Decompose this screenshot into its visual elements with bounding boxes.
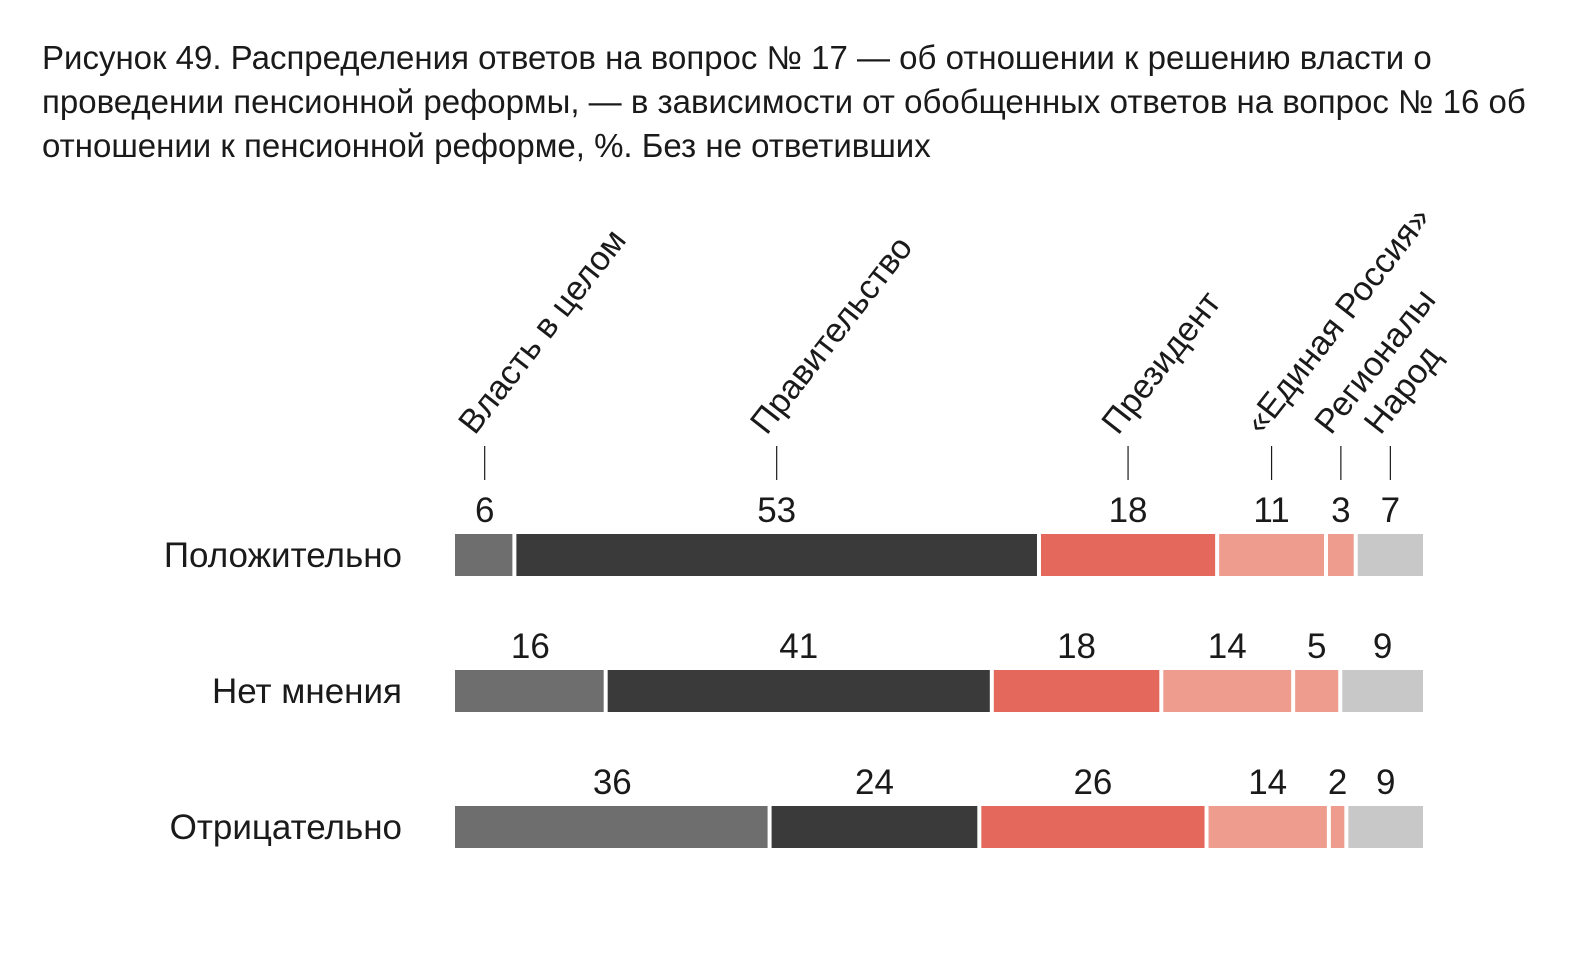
bar-segment-правительство — [771, 806, 978, 848]
bar-segment-единая-россия — [1219, 534, 1325, 576]
bar-segment-регионалы — [1328, 534, 1354, 576]
bar-segment-правительство — [516, 534, 1037, 576]
bar-segment-народ — [1357, 534, 1423, 576]
value-label: 24 — [855, 763, 894, 802]
value-label: 9 — [1376, 763, 1395, 802]
row-label: Положительно — [164, 536, 402, 575]
bar-segment-президент — [993, 670, 1160, 712]
series-legend: Власть в целом Правительство Президент «Еди… — [451, 200, 1449, 480]
bar-row: Положительно 6 53 18 11 3 7 — [164, 491, 1423, 576]
row-label: Отрицательно — [170, 808, 402, 847]
bar-segment-власть-в-целом — [455, 670, 604, 712]
chart-rows: Положительно 6 53 18 11 3 7 Нет мнения 16 41 18 14 5… — [164, 491, 1423, 848]
bar-segment-народ — [1348, 806, 1423, 848]
value-label: 14 — [1248, 763, 1287, 802]
value-label: 36 — [593, 763, 632, 802]
chart-title: Рисунок 49. Распределения ответов на воп… — [42, 39, 1526, 164]
value-label: 41 — [779, 627, 818, 666]
bar-segment-единая-россия — [1163, 670, 1292, 712]
value-label: 5 — [1307, 627, 1326, 666]
bar-segment-регионалы — [1330, 806, 1345, 848]
value-label: 3 — [1331, 491, 1350, 530]
bar-segment-власть-в-целом — [455, 534, 513, 576]
bar-segment-власть-в-целом — [455, 806, 768, 848]
bar-segment-народ — [1342, 670, 1423, 712]
bar-segment-регионалы — [1295, 670, 1339, 712]
value-label: 26 — [1073, 763, 1112, 802]
value-label: 53 — [757, 491, 796, 530]
legend-label-президент: Президент — [1094, 284, 1228, 441]
value-label: 2 — [1328, 763, 1347, 802]
bar-segment-правительство — [607, 670, 990, 712]
value-label: 18 — [1109, 491, 1148, 530]
value-label: 11 — [1253, 491, 1289, 530]
value-label: 14 — [1208, 627, 1247, 666]
value-label: 9 — [1373, 627, 1392, 666]
value-label: 18 — [1057, 627, 1096, 666]
legend-label-правительство: Правительство — [743, 229, 920, 441]
bar-segment-президент — [981, 806, 1205, 848]
bar-segment-президент — [1040, 534, 1216, 576]
value-label: 16 — [511, 627, 550, 666]
row-label: Нет мнения — [212, 672, 402, 711]
legend-label-власть-в-целом: Власть в целом — [451, 222, 634, 441]
bar-row: Нет мнения 16 41 18 14 5 9 — [212, 627, 1423, 712]
bar-segment-единая-россия — [1208, 806, 1327, 848]
value-label: 7 — [1381, 491, 1400, 530]
value-label: 6 — [475, 491, 494, 530]
bar-row: Отрицательно 36 24 26 14 2 9 — [170, 763, 1423, 848]
